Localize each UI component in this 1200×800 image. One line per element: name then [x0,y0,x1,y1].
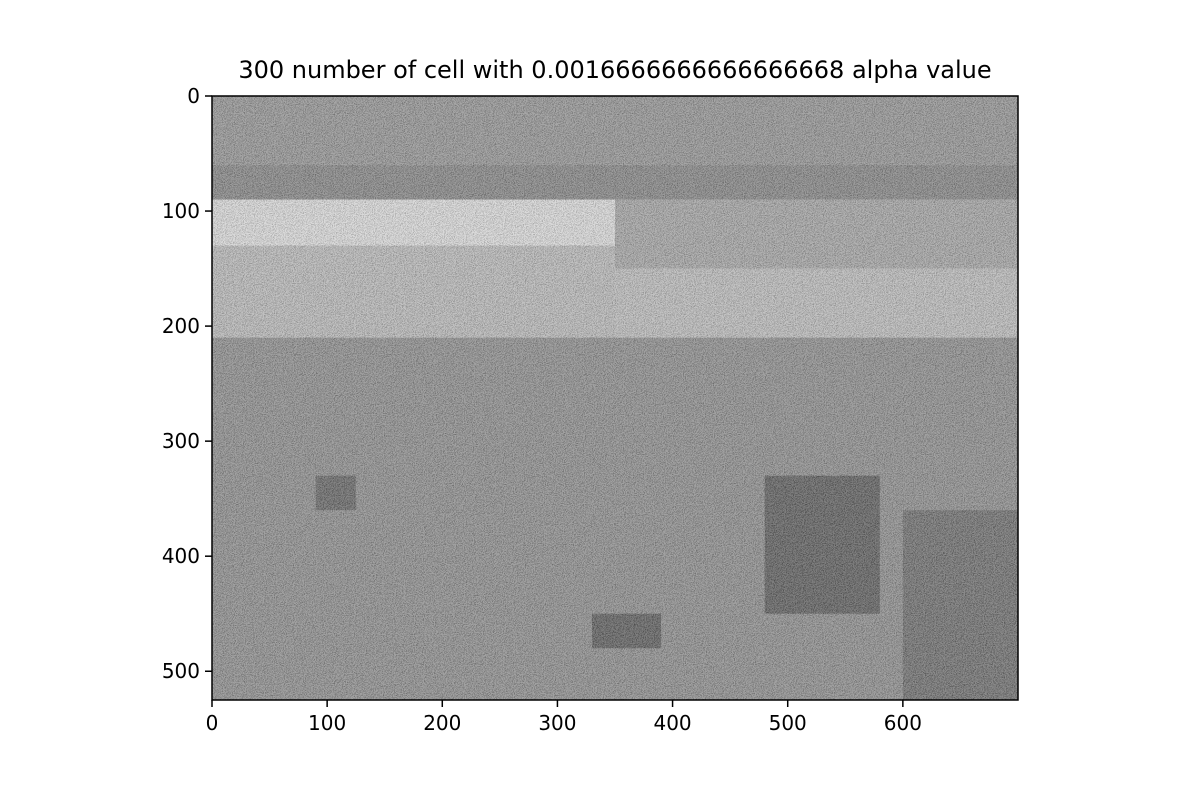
x-tick-label: 0 [206,711,219,735]
x-tick-label: 100 [308,711,346,735]
chart-title: 300 number of cell with 0.00166666666666… [238,56,991,84]
heatmap-noise-overlay [212,96,1018,700]
x-tick-label: 200 [423,711,461,735]
y-tick-label: 200 [162,314,200,338]
x-tick-label: 300 [538,711,576,735]
plot-frame [211,95,1019,701]
y-axis: 0 100 200 300 400 500 [162,84,212,683]
heatmap-texture [212,96,1018,700]
y-tick-label: 300 [162,429,200,453]
y-tick-label: 100 [162,199,200,223]
y-tick-label: 500 [162,659,200,683]
x-axis: 0 100 200 300 400 500 600 [206,700,922,735]
x-tick-label: 600 [884,711,922,735]
y-tick-label: 0 [187,84,200,108]
x-tick-label: 400 [653,711,691,735]
y-tick-label: 400 [162,544,200,568]
x-tick-label: 500 [769,711,807,735]
